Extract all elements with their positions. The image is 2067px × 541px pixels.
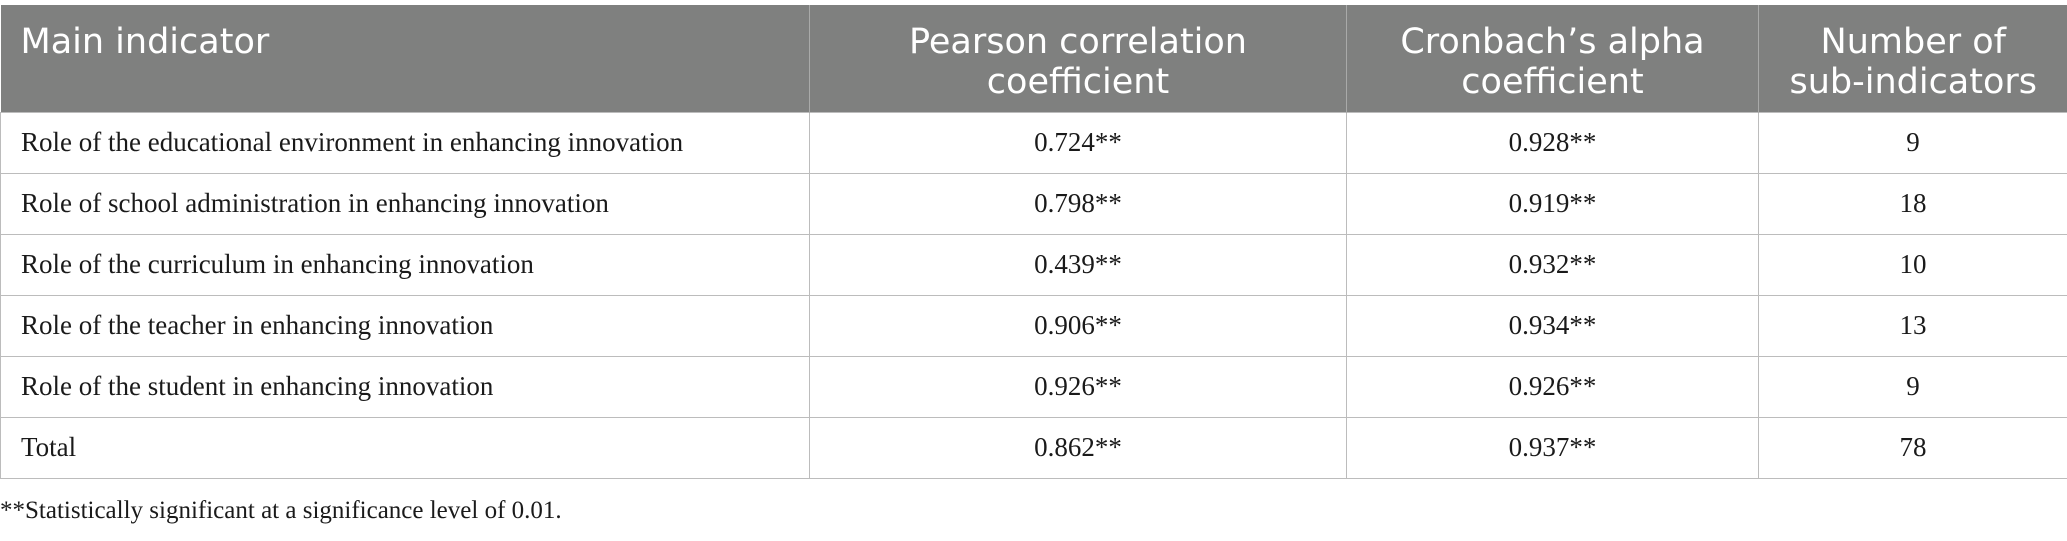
cell-count: 10 bbox=[1758, 233, 2067, 296]
cell-indicator: Role of the educational environment in e… bbox=[0, 111, 810, 174]
cell-pearson: 0.862** bbox=[809, 416, 1347, 479]
table-row: Role of the curriculum in enhancing inno… bbox=[0, 233, 2067, 296]
cell-pearson: 0.724** bbox=[809, 111, 1347, 174]
cell-pearson: 0.906** bbox=[809, 294, 1347, 357]
table-body: Role of the educational environment in e… bbox=[0, 111, 2067, 479]
cell-count: 9 bbox=[1758, 355, 2067, 418]
cell-pearson: 0.439** bbox=[809, 233, 1347, 296]
cell-indicator: Role of the curriculum in enhancing inno… bbox=[0, 233, 810, 296]
cell-cronbach: 0.928** bbox=[1346, 111, 1759, 174]
cell-indicator: Role of school administration in enhanci… bbox=[0, 172, 810, 235]
table-header: Main indicator Pearson correlation coeff… bbox=[0, 5, 2067, 112]
table-row: Role of school administration in enhanci… bbox=[0, 172, 2067, 235]
header-main-indicator: Main indicator bbox=[0, 5, 810, 112]
header-row: Main indicator Pearson correlation coeff… bbox=[0, 5, 2067, 112]
cell-indicator: Role of the student in enhancing innovat… bbox=[0, 355, 810, 418]
cell-count: 9 bbox=[1758, 111, 2067, 174]
header-cronbach-alpha: Cronbach’s alpha coefficient bbox=[1346, 5, 1759, 112]
cell-pearson: 0.926** bbox=[809, 355, 1347, 418]
cell-cronbach: 0.926** bbox=[1346, 355, 1759, 418]
table-footnote: **Statistically significant at a signifi… bbox=[0, 497, 562, 524]
cell-cronbach: 0.937** bbox=[1346, 416, 1759, 479]
cell-count: 13 bbox=[1758, 294, 2067, 357]
cell-indicator: Total bbox=[0, 416, 810, 479]
table-row: Role of the student in enhancing innovat… bbox=[0, 355, 2067, 418]
table-row: Role of the teacher in enhancing innovat… bbox=[0, 294, 2067, 357]
cell-count: 18 bbox=[1758, 172, 2067, 235]
cell-indicator: Role of the teacher in enhancing innovat… bbox=[0, 294, 810, 357]
indicator-table: Main indicator Pearson correlation coeff… bbox=[0, 5, 2067, 479]
header-sub-indicator-count: Number of sub-indicators bbox=[1758, 5, 2067, 112]
cell-cronbach: 0.934** bbox=[1346, 294, 1759, 357]
data-table-container: Main indicator Pearson correlation coeff… bbox=[0, 5, 2067, 479]
table-row: Role of the educational environment in e… bbox=[0, 111, 2067, 174]
cell-count: 78 bbox=[1758, 416, 2067, 479]
table-row-total: Total 0.862** 0.937** 78 bbox=[0, 416, 2067, 479]
cell-pearson: 0.798** bbox=[809, 172, 1347, 235]
header-pearson-correlation: Pearson correlation coefficient bbox=[809, 5, 1347, 112]
cell-cronbach: 0.919** bbox=[1346, 172, 1759, 235]
cell-cronbach: 0.932** bbox=[1346, 233, 1759, 296]
